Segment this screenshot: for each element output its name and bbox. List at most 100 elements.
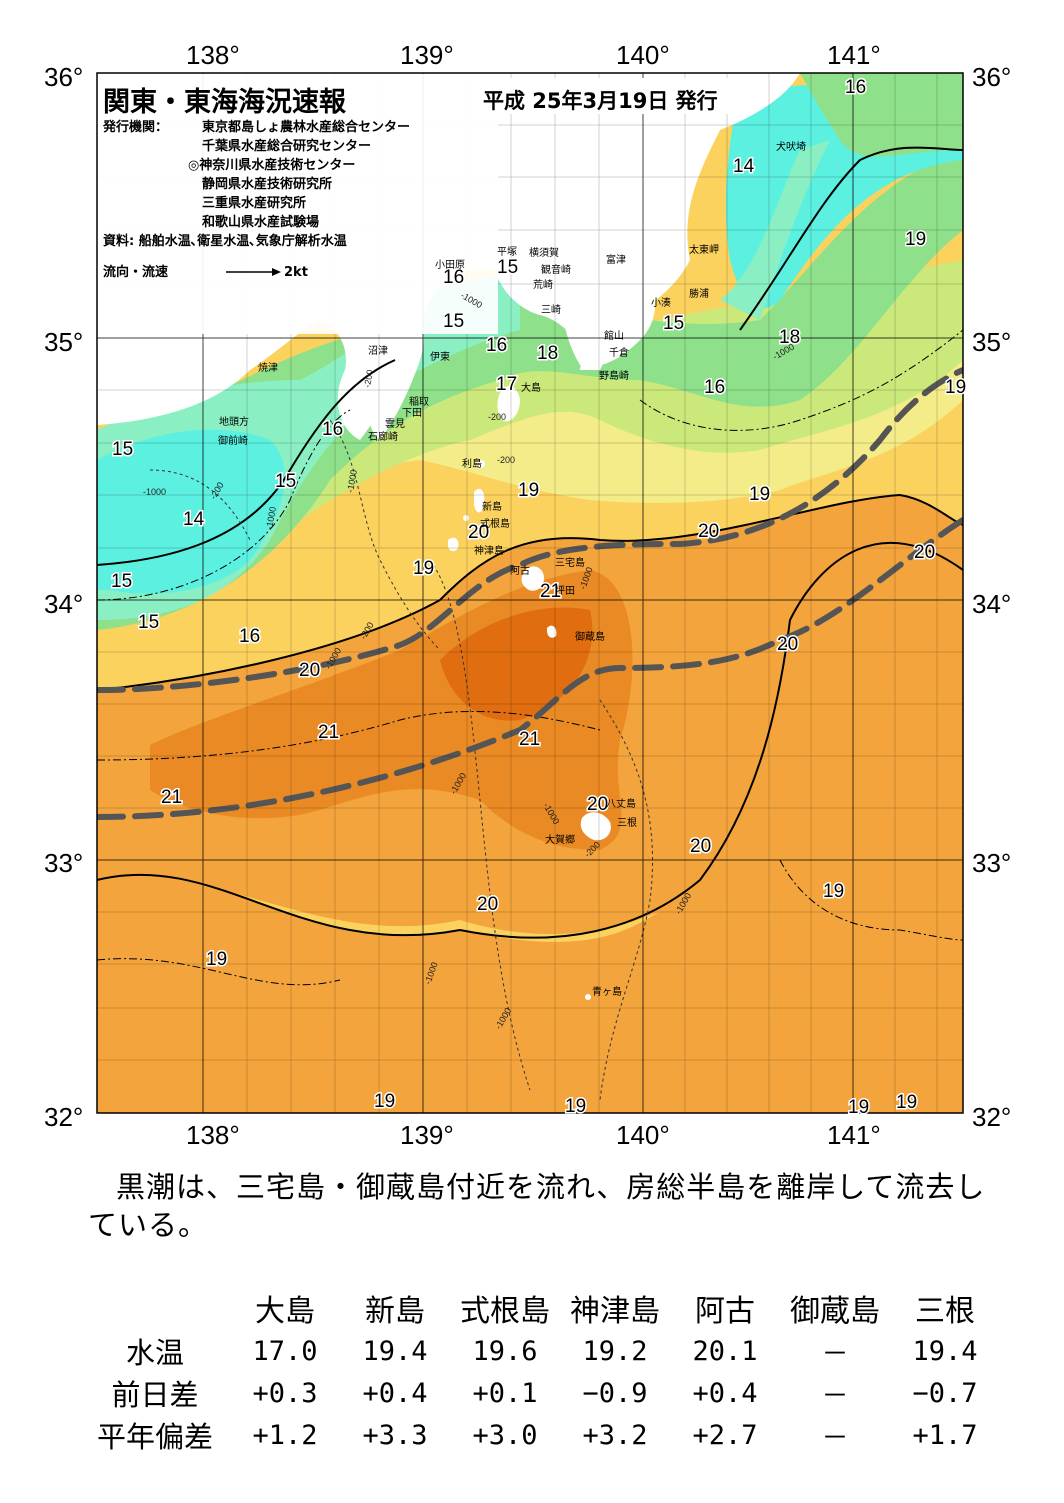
contour-label: 19 xyxy=(749,484,770,505)
place-label: 地頭方 xyxy=(219,415,249,428)
zone-15-east xyxy=(720,140,830,320)
place-label: 荒崎 xyxy=(533,278,553,291)
commentary-text: 黒潮は、三宅島・御蔵島付近を流れ、房総半島を離岸して流去している。 xyxy=(88,1170,986,1242)
station-header: 式根島 xyxy=(460,1293,550,1329)
place-label: 利島 xyxy=(462,457,482,470)
lon-label-141-top: 141° xyxy=(827,40,881,70)
place-label: 焼津 xyxy=(258,362,278,374)
place-label: 稲取 xyxy=(409,396,429,408)
svg-text:-1000: -1000 xyxy=(264,506,278,530)
contour-label: 19 xyxy=(905,229,926,250)
contour-label: 20 xyxy=(690,836,711,857)
table-cell: +0.1 xyxy=(472,1377,538,1409)
table-cell: +0.3 xyxy=(252,1377,318,1409)
lat-label-35-left: 35° xyxy=(44,327,84,357)
contour-label: 16 xyxy=(845,77,866,98)
zone-14 xyxy=(97,429,285,594)
svg-text:-1000: -1000 xyxy=(143,487,166,497)
lon-label-139-top: 139° xyxy=(400,40,454,70)
place-label: 雲見 xyxy=(385,418,405,430)
contour-labels: 16 14 19 16 15 15 15 18 16 18 17 16 19 1… xyxy=(110,76,968,1120)
contour-label: 20 xyxy=(914,542,935,563)
contour-label: 16 xyxy=(443,267,464,288)
place-label: 沼津 xyxy=(368,344,388,357)
contour-label: 15 xyxy=(275,471,296,492)
place-label: 観音崎 xyxy=(541,263,571,276)
zone-16-ne xyxy=(800,73,963,157)
lat-label-36-right: 36° xyxy=(972,62,1012,92)
table-cell: −0.9 xyxy=(582,1377,648,1409)
contour-label: 19 xyxy=(565,1096,586,1117)
issuer-2: 千葉県水産総合研究センター xyxy=(202,139,372,154)
report-title: 関東・東海海況速報 xyxy=(103,87,346,118)
contour-label: 19 xyxy=(896,1092,917,1113)
place-label: 三宅島 xyxy=(555,556,585,569)
contour-label: 21 xyxy=(318,722,339,743)
table-row: 水温 17.0 19.4 19.6 19.2 20.1 － 19.4 xyxy=(80,1330,1000,1372)
graticule xyxy=(97,73,963,1113)
contour-label: 19 xyxy=(374,1091,395,1112)
lat-label-35-right: 35° xyxy=(972,327,1012,357)
place-label: 下田 xyxy=(402,408,422,419)
place-label: 坪田 xyxy=(555,584,575,597)
contour-label: 15 xyxy=(111,571,132,592)
lat-label-34-left: 34° xyxy=(44,589,84,619)
place-label: 青ヶ島 xyxy=(592,985,622,998)
contour-label: 14 xyxy=(183,509,205,530)
table-cell: 19.2 xyxy=(582,1335,648,1367)
place-label: 富津 xyxy=(606,253,626,266)
contour-label: 16 xyxy=(704,377,725,398)
station-header: 御蔵島 xyxy=(790,1293,880,1329)
station-header: 阿古 xyxy=(695,1293,755,1329)
issuer-label: 発行機関： xyxy=(103,120,169,135)
current-legend-label: 流向・流速 xyxy=(103,265,169,280)
lon-label-138-bottom: 138° xyxy=(186,1120,240,1150)
lon-label-139-bottom: 139° xyxy=(400,1120,454,1150)
contour-label: 15 xyxy=(663,313,684,334)
place-label: 御蔵島 xyxy=(575,630,605,643)
place-label: 横須賀 xyxy=(529,246,559,259)
current-scale-label: 2kt xyxy=(284,265,308,280)
contour-label: 21 xyxy=(540,581,561,602)
boso-peninsula xyxy=(560,246,655,367)
lat-label-32-right: 32° xyxy=(972,1102,1012,1132)
contour-label: 20 xyxy=(477,894,498,915)
arrow-head-icon xyxy=(272,268,281,276)
place-label: 勝浦 xyxy=(689,287,709,300)
lon-label-138-top: 138° xyxy=(186,40,240,70)
place-label: 館山 xyxy=(604,329,624,342)
lat-label-32-left: 32° xyxy=(44,1102,84,1132)
sea-temperature-map: 16 14 19 16 15 15 15 18 16 18 17 16 19 1… xyxy=(44,40,1012,1150)
contour-label: 20 xyxy=(777,634,798,655)
table-header-row: 大島 新島 式根島 神津島 阿古 御蔵島 三根 xyxy=(80,1285,1000,1330)
issuer-5: 三重県水産研究所 xyxy=(202,196,307,211)
place-label: 式根島 xyxy=(480,517,510,530)
contour-label: 17 xyxy=(496,374,517,395)
svg-text:-200: -200 xyxy=(497,455,515,465)
station-header: 三根 xyxy=(915,1293,975,1329)
svg-text:-1000: -1000 xyxy=(345,469,359,493)
table-cell: 19.6 xyxy=(472,1335,538,1367)
table-cell: +3.0 xyxy=(472,1419,538,1451)
table-row: 平年偏差 +1.2 +3.3 +3.0 +3.2 +2.7 － +1.7 xyxy=(80,1414,1000,1456)
svg-text:-200: -200 xyxy=(362,369,375,388)
contours xyxy=(97,146,963,1101)
place-label: 太東岬 xyxy=(689,243,719,256)
map-canvas: 16 14 19 16 15 15 15 18 16 18 17 16 19 1… xyxy=(96,72,968,1120)
izu-peninsula xyxy=(368,300,424,440)
place-label: 小田原 xyxy=(435,259,465,271)
place-label: 御前崎 xyxy=(218,434,248,447)
contour-label: 16 xyxy=(322,419,343,440)
row-label: 前日差 xyxy=(111,1378,199,1412)
table-cell: +3.3 xyxy=(362,1419,428,1451)
commentary: 黒潮は、三宅島・御蔵島付近を流れ、房総半島を離岸して流去している。 xyxy=(88,1168,988,1244)
place-labels: 犬吠埼 太東岬 勝浦 小湊 富津 館山 千倉 野島崎 横須賀 観音崎 平塚 小田… xyxy=(218,140,806,998)
place-label: 千倉 xyxy=(609,346,629,359)
data-source: 資料: 船舶水温､衛星水温､気象庁解析水温 xyxy=(103,234,347,249)
place-label: 神津島 xyxy=(474,544,504,557)
temperature-field xyxy=(97,73,963,1113)
contour-label: 20 xyxy=(587,794,608,815)
place-label: 新島 xyxy=(482,500,502,513)
contour-label: 19 xyxy=(823,881,844,902)
lon-label-141-bottom: 141° xyxy=(827,1120,881,1150)
